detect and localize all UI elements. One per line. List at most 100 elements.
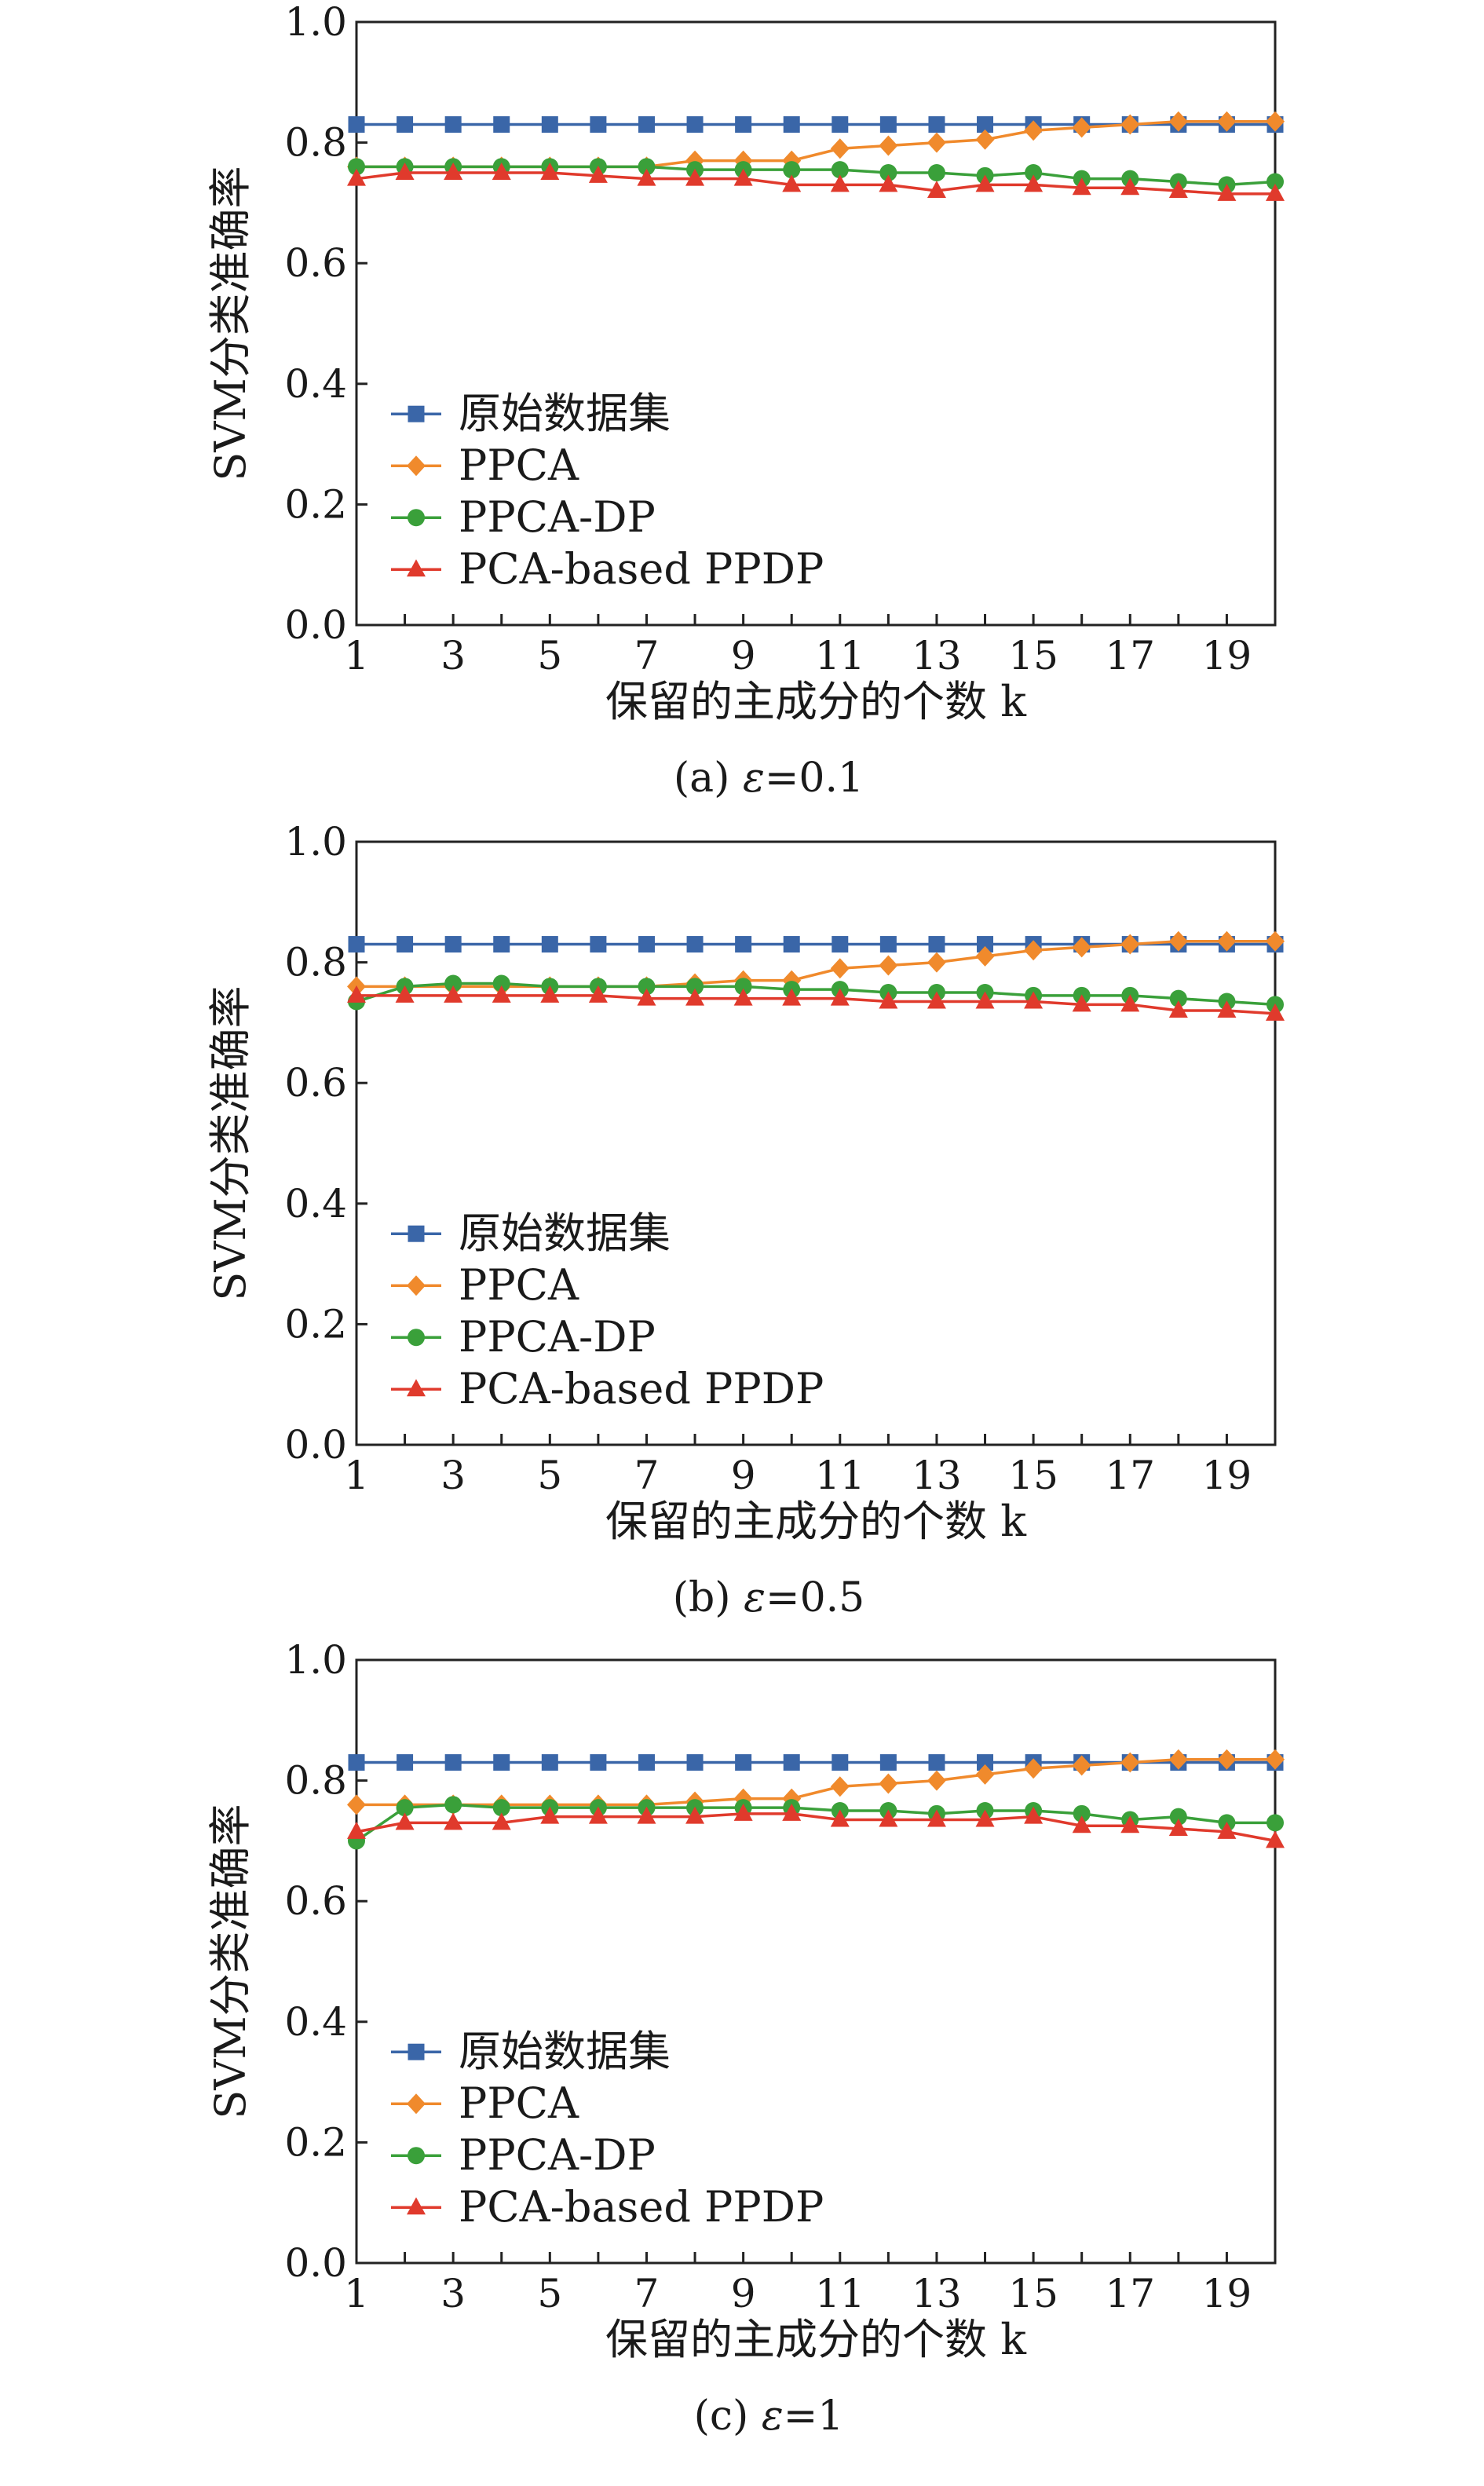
x-tick-label: 17 — [1105, 2271, 1155, 2316]
data-point — [975, 991, 995, 1009]
data-point — [1266, 111, 1285, 132]
legend-label: PCA-based PPDP — [459, 1364, 824, 1413]
data-point — [1168, 1819, 1188, 1837]
data-point — [397, 116, 414, 133]
y-axis-title: SVM分类准确率 — [206, 166, 255, 481]
data-point — [588, 1806, 608, 1824]
caption-symbol: ε — [762, 2393, 784, 2440]
panel-caption: (b) ε=0.5 — [673, 1574, 865, 1621]
data-point — [782, 174, 802, 192]
x-tick-label: 11 — [815, 1453, 865, 1498]
legend-label: PPCA — [459, 2078, 579, 2128]
data-point — [1168, 1000, 1188, 1018]
data-point — [1072, 1755, 1091, 1776]
data-point — [397, 936, 414, 953]
legend-label: PCA-based PPDP — [459, 544, 824, 594]
data-point — [832, 116, 849, 133]
plot-frame — [355, 840, 1277, 1446]
y-tick-label: 0.0 — [284, 1422, 347, 1468]
data-point — [686, 1754, 704, 1771]
y-tick-label: 1.0 — [284, 819, 347, 865]
legend-marker — [407, 559, 426, 577]
data-point — [492, 1799, 510, 1817]
legend-marker — [407, 2197, 426, 2215]
data-point — [928, 936, 945, 953]
data-point — [975, 174, 995, 192]
data-point — [397, 1754, 414, 1771]
data-point — [975, 945, 995, 967]
data-point — [638, 158, 656, 176]
data-point — [492, 163, 511, 180]
series-2 — [348, 158, 1284, 194]
data-point — [1217, 1749, 1237, 1770]
y-tick-label: 0.4 — [284, 361, 347, 407]
x-tick-label: 15 — [1008, 1453, 1058, 1498]
data-point — [1024, 940, 1044, 961]
chart-panel-c: 0.00.20.40.60.81.01 3 5 7 9 11 13 15 17 19保留的主成分的… — [206, 1637, 1285, 2440]
legend-label: 原始数据集 — [459, 389, 671, 438]
data-point — [685, 168, 705, 186]
data-point — [879, 1773, 898, 1794]
data-point — [1217, 183, 1237, 201]
data-point — [588, 165, 608, 183]
data-point — [395, 985, 415, 1003]
data-point — [541, 936, 558, 953]
data-point — [492, 985, 511, 1003]
data-point — [1072, 117, 1091, 138]
x-tick-label: 7 — [634, 1453, 660, 1498]
chart-panel-b: 0.00.20.40.60.81.01 3 5 7 9 11 13 15 17 19保留的主成分的… — [206, 819, 1285, 1621]
data-point — [733, 988, 753, 1006]
y-tick-label: 0.8 — [284, 1758, 347, 1804]
legend-item: 原始数据集 — [391, 2027, 671, 2076]
data-point — [493, 936, 510, 953]
series-3 — [347, 985, 1285, 1021]
legend-marker — [407, 1379, 426, 1397]
data-point — [686, 116, 704, 133]
data-point — [493, 116, 510, 133]
chart-panel-a: 0.00.20.40.60.81.01 3 5 7 9 11 13 15 17 19保留的主成分的… — [206, 0, 1285, 802]
data-point — [1120, 1752, 1140, 1773]
y-tick-label: 0.6 — [284, 1060, 347, 1106]
data-point — [1072, 1815, 1091, 1833]
data-point — [347, 985, 366, 1003]
x-tick-label: 1 — [344, 633, 369, 678]
data-point — [879, 991, 898, 1009]
legend-item: PPCA-DP — [391, 2130, 656, 2180]
series-1 — [347, 1749, 1285, 1815]
data-point — [831, 161, 849, 179]
data-point — [927, 1770, 946, 1791]
panel-caption: (a) ε=0.1 — [674, 755, 864, 802]
caption-suffix: =0.5 — [766, 1574, 864, 1621]
data-point — [444, 1796, 462, 1814]
series-line — [356, 1812, 1276, 1843]
data-point — [1266, 1830, 1285, 1848]
data-point — [1024, 120, 1044, 141]
data-point — [830, 174, 850, 192]
legend-marker — [408, 1225, 425, 1242]
y-tick-label: 0.6 — [284, 240, 347, 286]
legend-marker — [408, 2043, 425, 2060]
data-point — [927, 164, 945, 181]
data-point — [444, 985, 463, 1003]
legend-item: 原始数据集 — [391, 389, 671, 438]
data-point — [830, 958, 850, 979]
legend-marker — [408, 405, 425, 422]
data-point — [928, 116, 945, 133]
data-point — [686, 936, 704, 953]
data-point — [927, 1809, 946, 1827]
data-point — [1169, 989, 1187, 1007]
x-tick-label: 3 — [440, 1453, 466, 1498]
data-point — [830, 138, 850, 159]
data-point — [734, 978, 752, 996]
data-point — [1120, 1815, 1140, 1833]
caption-prefix: (a) — [674, 755, 743, 802]
y-axis-title: SVM分类准确率 — [206, 1804, 255, 2119]
data-point — [541, 116, 558, 133]
data-point — [395, 163, 415, 180]
data-point — [638, 116, 655, 133]
data-point — [444, 163, 463, 180]
data-point — [783, 936, 800, 953]
data-point — [1168, 111, 1188, 132]
series-1 — [347, 930, 1285, 997]
